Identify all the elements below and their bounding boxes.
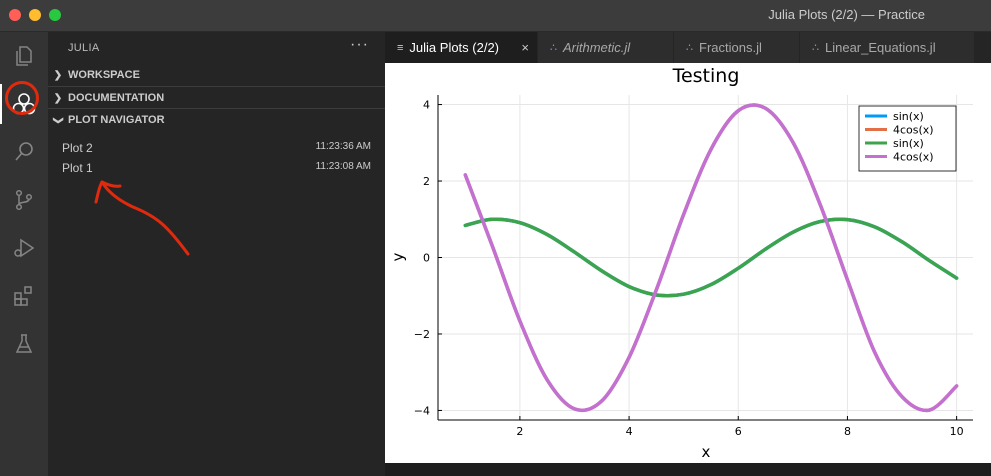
series-line-4	[463, 103, 959, 413]
run-debug-icon[interactable]	[0, 224, 48, 272]
plot-item-plot-2[interactable]: Plot 2 11:23:36 AM	[48, 138, 385, 158]
y-tick-label: −4	[414, 404, 430, 417]
plot-time: 11:23:08 AM	[315, 161, 371, 172]
section-label: DOCUMENTATION	[68, 92, 165, 104]
tab-label: Linear_Equations.jl	[825, 40, 936, 55]
axes	[437, 95, 973, 421]
legend-label: sin(x)	[893, 110, 924, 123]
x-tick-label: 10	[950, 425, 964, 438]
tab-label: Fractions.jl	[699, 40, 762, 55]
plot-pane: 2 4 6 8 10 −4 −2 0 2 4 Testing x y sin(x) 4cos(x) s…	[385, 63, 991, 463]
zoom-window-button[interactable]	[49, 9, 61, 21]
chart-title: Testing	[672, 65, 740, 87]
y-axis-label: y	[389, 252, 407, 261]
tick-labels: 2 4 6 8 10 −4 −2 0 2 4	[414, 99, 964, 438]
editor-area: 2 4 6 8 10 −4 −2 0 2 4 Testing x y sin(x) 4cos(x) s…	[385, 63, 991, 476]
section-label: WORKSPACE	[68, 69, 140, 81]
section-workspace[interactable]: ❯ WORKSPACE	[48, 64, 385, 86]
chevron-right-icon: ❯	[53, 92, 63, 104]
preview-icon: ≡	[397, 41, 404, 54]
sidebar: JULIA ··· ❯ WORKSPACE ❯ DOCUMENTATION ❯ …	[48, 32, 385, 476]
tab-label: Julia Plots (2/2)	[409, 40, 500, 55]
y-tick-label: 0	[423, 252, 430, 265]
testing-icon[interactable]	[0, 320, 48, 368]
search-icon[interactable]	[0, 128, 48, 176]
y-tick-label: 2	[423, 175, 430, 188]
plot-item-plot-1[interactable]: Plot 1 11:23:08 AM	[48, 158, 385, 178]
chevron-down-icon: ❯	[52, 115, 64, 125]
julia-file-icon: ∴	[550, 42, 557, 54]
section-documentation[interactable]: ❯ DOCUMENTATION	[48, 86, 385, 109]
sidebar-title: JULIA	[68, 42, 100, 54]
legend-label: 4cos(x)	[893, 151, 934, 164]
tab-fractions[interactable]: ∴ Fractions.jl	[674, 32, 800, 63]
legend-label: 4cos(x)	[893, 124, 934, 137]
plot-time: 11:23:36 AM	[315, 141, 371, 152]
source-control-icon[interactable]	[0, 176, 48, 224]
explorer-icon[interactable]	[0, 32, 48, 80]
more-actions-icon[interactable]: ···	[350, 36, 369, 53]
x-tick-label: 2	[516, 425, 523, 438]
grid-lines	[438, 95, 973, 420]
x-axis-label: x	[702, 443, 711, 461]
y-tick-label: −2	[414, 328, 430, 341]
series-line-3	[463, 217, 959, 298]
x-tick-label: 4	[626, 425, 633, 438]
legend: sin(x)4cos(x)sin(x)4cos(x)	[858, 105, 957, 172]
annotation-arrow	[94, 180, 190, 256]
annotation-circle	[5, 81, 39, 115]
legend-label: sin(x)	[893, 137, 924, 150]
minimize-window-button[interactable]	[29, 9, 41, 21]
tab-label: Arithmetic.jl	[563, 40, 631, 55]
title-bar: Julia Plots (2/2) — Practice	[0, 0, 991, 32]
close-tab-icon[interactable]: ×	[521, 40, 529, 55]
julia-file-icon: ∴	[686, 42, 693, 54]
close-window-button[interactable]	[9, 9, 21, 21]
y-tick-label: 4	[423, 99, 430, 112]
plot-name: Plot 2	[62, 141, 93, 155]
tab-julia-plots[interactable]: ≡ Julia Plots (2/2) ×	[385, 32, 538, 63]
chevron-right-icon: ❯	[53, 69, 63, 81]
x-tick-label: 6	[735, 425, 742, 438]
tab-arithmetic[interactable]: ∴ Arithmetic.jl	[538, 32, 674, 63]
window-title: Julia Plots (2/2) — Practice	[768, 7, 925, 22]
editor-tabs: ≡ Julia Plots (2/2) × ∴ Arithmetic.jl ∴ …	[385, 32, 991, 63]
julia-file-icon: ∴	[812, 42, 819, 54]
plot-name: Plot 1	[62, 161, 93, 175]
x-tick-label: 8	[844, 425, 851, 438]
section-label: PLOT NAVIGATOR	[68, 114, 165, 126]
series-lines	[463, 103, 959, 413]
tab-linear-equations[interactable]: ∴ Linear_Equations.jl	[800, 32, 975, 63]
extensions-icon[interactable]	[0, 272, 48, 320]
section-plot-navigator[interactable]: ❯ PLOT NAVIGATOR	[48, 108, 385, 131]
